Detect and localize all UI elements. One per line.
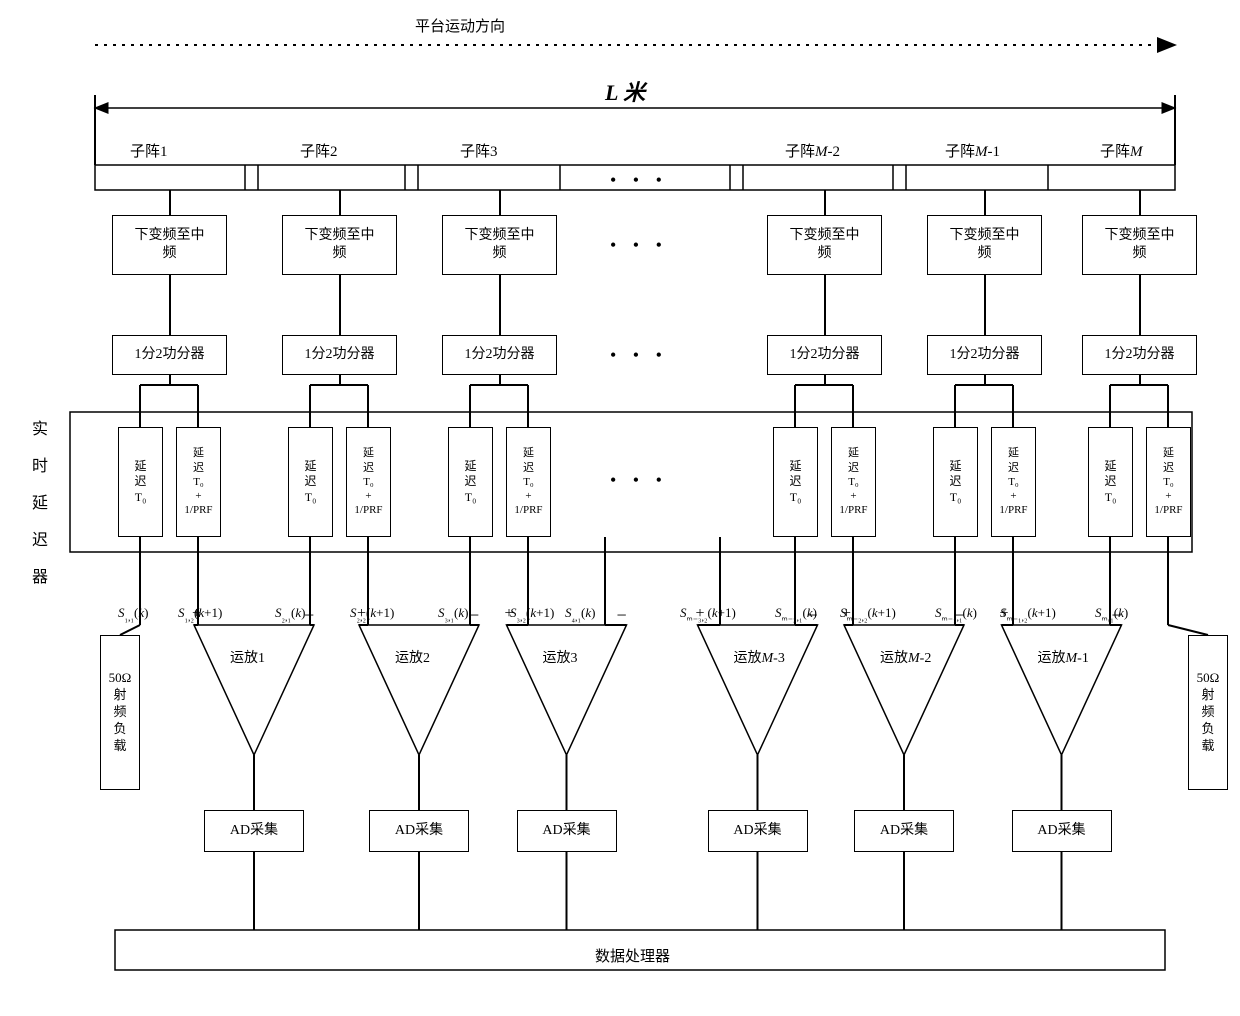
downconv-5: 下变频至中 频: [1082, 215, 1197, 275]
signal-0: S₁,₁(k): [118, 605, 148, 624]
amp-label: 运放M-3: [734, 647, 785, 667]
subarray-label-2: 子阵3: [460, 140, 498, 161]
ad-5: AD采集: [1012, 810, 1112, 852]
delay-a-5: 延 迟 T₀: [1088, 427, 1133, 537]
subarray-label-0: 子阵1: [130, 140, 168, 161]
delay-b-3: 延 迟 T₀ + 1/PRF: [831, 427, 876, 537]
delay-a-2: 延 迟 T₀: [448, 427, 493, 537]
minus-1: −: [469, 605, 479, 626]
divider-3: 1分2功分器: [767, 335, 882, 375]
downconv-2: 下变频至中 频: [442, 215, 557, 275]
ad-4: AD采集: [854, 810, 954, 852]
divider-2: 1分2功分器: [442, 335, 557, 375]
ad-2: AD采集: [517, 810, 617, 852]
amp-label: 运放M-1: [1038, 647, 1089, 667]
plus-3: +: [696, 605, 705, 623]
amp-label: 运放2: [395, 647, 430, 667]
subarray-label-4: 子阵M-1: [945, 140, 1000, 161]
signal-2: S₂,₁(k): [275, 605, 305, 624]
plus-5: +: [1000, 605, 1009, 623]
subarray-label-3: 子阵M-2: [785, 140, 840, 161]
dots-3: • • •: [610, 345, 668, 366]
signal-5: S₃,₂(k+1): [510, 605, 554, 624]
dots-4: • • •: [610, 470, 668, 491]
amp-label: 运放1: [230, 647, 265, 667]
delay-a-1: 延 迟 T₀: [288, 427, 333, 537]
ad-3: AD采集: [708, 810, 808, 852]
minus-0: −: [304, 605, 314, 626]
downconv-3: 下变频至中 频: [767, 215, 882, 275]
divider-0: 1分2功分器: [112, 335, 227, 375]
length-label: L 米: [605, 75, 645, 107]
delay-b-1: 延 迟 T₀ + 1/PRF: [346, 427, 391, 537]
dots-1: • • •: [610, 170, 668, 191]
minus-3: −: [808, 605, 818, 626]
signal-6: S₄,₁(k): [565, 605, 595, 624]
signal-4: S₃,₁(k): [438, 605, 468, 624]
plus-2: +: [505, 605, 514, 623]
divider-4: 1分2功分器: [927, 335, 1042, 375]
subarray-label-1: 子阵2: [300, 140, 338, 161]
downconv-0: 下变频至中 频: [112, 215, 227, 275]
signal-7: Sₘ₋₃,₂(k+1): [680, 605, 736, 624]
delay-b-0: 延 迟 T₀ + 1/PRF: [176, 427, 221, 537]
delay-a-4: 延 迟 T₀: [933, 427, 978, 537]
amp-label: 运放3: [543, 647, 578, 667]
minus-4: −: [954, 605, 964, 626]
divider-5: 1分2功分器: [1082, 335, 1197, 375]
top-arrow-label: 平台运动方向: [415, 15, 505, 36]
ad-0: AD采集: [204, 810, 304, 852]
plus-4: +: [842, 605, 851, 623]
amp-label: 运放M-2: [880, 647, 931, 667]
delay-b-4: 延 迟 T₀ + 1/PRF: [991, 427, 1036, 537]
delay-a-0: 延 迟 T₀: [118, 427, 163, 537]
ad-1: AD采集: [369, 810, 469, 852]
subarray-label-5: 子阵M: [1100, 140, 1143, 161]
delay-a-3: 延 迟 T₀: [773, 427, 818, 537]
delay-b-5: 延 迟 T₀ + 1/PRF: [1146, 427, 1191, 537]
plus-1: +: [357, 605, 366, 623]
minus-5: −: [1112, 605, 1122, 626]
downconv-4: 下变频至中 频: [927, 215, 1042, 275]
rf-load-left: 50Ω 射 频 负 载: [100, 635, 140, 790]
divider-1: 1分2功分器: [282, 335, 397, 375]
delay-group-label: 实 时 延 迟 器: [25, 420, 49, 586]
plus-0: +: [192, 605, 201, 623]
downconv-1: 下变频至中 频: [282, 215, 397, 275]
rf-load-right: 50Ω 射 频 负 载: [1188, 635, 1228, 790]
dots-2: • • •: [610, 235, 668, 256]
minus-2: −: [617, 605, 627, 626]
delay-b-2: 延 迟 T₀ + 1/PRF: [506, 427, 551, 537]
processor-label: 数据处理器: [595, 945, 670, 966]
